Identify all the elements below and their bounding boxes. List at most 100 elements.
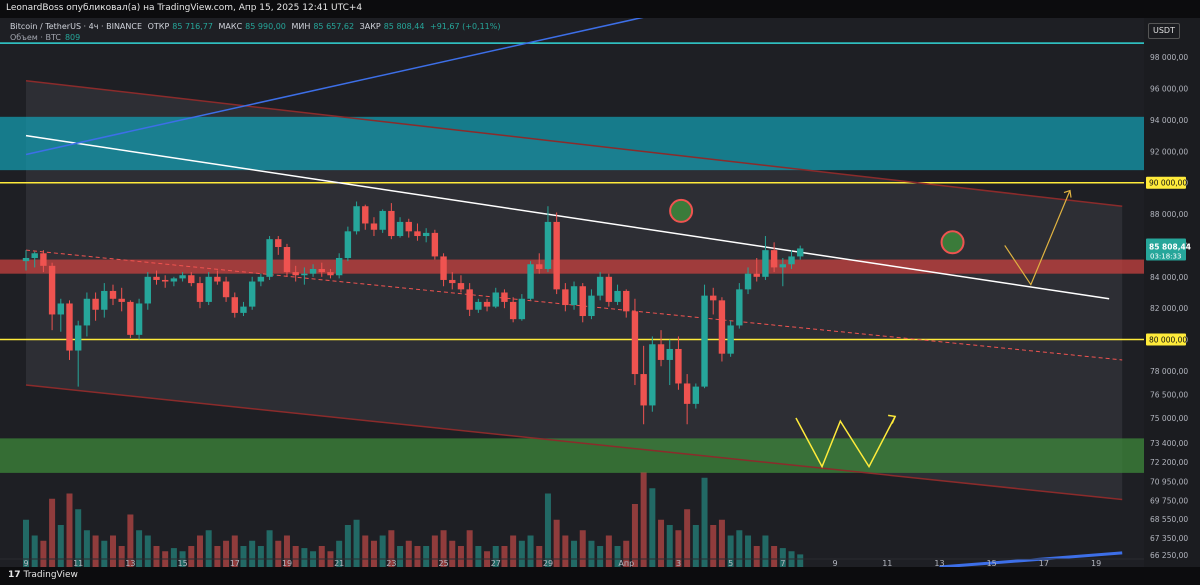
logo-mark: 17 xyxy=(8,570,21,580)
candle-body xyxy=(74,325,82,351)
volume-bar xyxy=(92,535,99,567)
candle-body xyxy=(31,253,38,258)
candle xyxy=(327,268,334,279)
candle xyxy=(623,289,630,318)
candle xyxy=(797,245,804,260)
volume-bar xyxy=(275,540,282,567)
volume-bar xyxy=(675,530,682,567)
volume-label[interactable]: Объем · BTC xyxy=(10,33,61,42)
high-label: МАКС xyxy=(218,22,243,31)
candle xyxy=(48,262,56,331)
volume-bar xyxy=(318,546,325,567)
volume-bar xyxy=(83,530,90,567)
candle xyxy=(266,236,273,280)
volume-bar xyxy=(223,540,230,567)
volume-bar xyxy=(362,535,369,567)
x-tick-label: 21 xyxy=(334,559,344,567)
candle-body xyxy=(422,232,430,237)
candle-body xyxy=(127,301,134,335)
volume-bar xyxy=(301,548,308,567)
y-tick-label: 76 500,00 xyxy=(1150,390,1188,399)
candle xyxy=(292,265,299,282)
y-tick-label: 78 000,00 xyxy=(1150,367,1188,376)
volume-bar xyxy=(579,530,586,567)
candle-body xyxy=(362,206,369,224)
candle-body xyxy=(492,292,499,307)
demand-zone xyxy=(0,438,1144,473)
candle-body xyxy=(623,290,630,312)
volume-bar xyxy=(49,498,56,567)
candle xyxy=(762,236,769,280)
candle xyxy=(483,298,491,312)
volume-bar xyxy=(797,554,804,567)
level-price-label: 80 000,00 xyxy=(1149,336,1187,345)
candle xyxy=(440,253,447,287)
volume-bar xyxy=(205,530,212,567)
highlight-circle xyxy=(940,230,965,255)
candle-body xyxy=(57,303,64,315)
candle xyxy=(727,320,734,357)
volume-bar xyxy=(153,546,160,567)
footer-bar: 17 TradingView xyxy=(0,567,1200,585)
candle-body xyxy=(744,273,752,290)
x-tick-label: 11 xyxy=(882,559,892,567)
y-tick-label: 94 000,00 xyxy=(1150,116,1188,125)
volume-bar xyxy=(423,546,430,567)
volume-bar xyxy=(692,525,699,567)
volume-bar xyxy=(727,535,734,567)
candle-body xyxy=(109,290,117,299)
candle xyxy=(101,283,108,318)
candle-body xyxy=(275,239,282,248)
volume-bar xyxy=(562,535,569,567)
price-chart[interactable]: 9 11 13 15 17 19 21 23 25 27 29 Апр 3 5 7 9 11 13 15 17 19 66… xyxy=(0,18,1200,567)
volume-bar xyxy=(101,540,108,567)
volume-bar xyxy=(449,540,456,567)
candle xyxy=(449,272,456,290)
w-pattern-arrowhead xyxy=(888,414,897,424)
volume-bar xyxy=(370,540,377,567)
red-dashed-line xyxy=(25,249,1123,361)
candle xyxy=(466,283,473,317)
candle xyxy=(596,272,604,301)
candle-body xyxy=(266,239,273,277)
candle-body xyxy=(631,311,639,375)
candle xyxy=(214,270,221,285)
candle xyxy=(283,243,291,277)
volume-bar xyxy=(527,535,534,567)
candle xyxy=(640,345,647,425)
candle-body xyxy=(710,295,717,301)
x-tick-label: 9 xyxy=(23,559,28,567)
candle-body xyxy=(518,298,526,320)
candle xyxy=(222,276,230,302)
candle-body xyxy=(570,286,578,306)
currency-button[interactable]: USDT xyxy=(1148,23,1180,39)
x-tick-label: 13 xyxy=(934,559,944,567)
x-tick-label: 19 xyxy=(282,559,292,567)
candle xyxy=(753,257,760,282)
volume-bar xyxy=(745,535,752,567)
candle-body xyxy=(640,374,647,406)
y-tick-label: 67 350,00 xyxy=(1150,534,1188,543)
y-tick-label: 88 000,00 xyxy=(1150,210,1188,219)
candle-body xyxy=(588,295,595,317)
candle-body xyxy=(727,325,734,354)
candle-body xyxy=(475,301,482,310)
x-tick-label: 17 xyxy=(230,559,240,567)
volume-bar xyxy=(666,525,673,567)
white-trendline-line xyxy=(25,134,1110,300)
candle xyxy=(588,289,595,320)
volume-bar xyxy=(170,548,177,567)
projection-arrowhead xyxy=(1063,189,1072,198)
symbol-name[interactable]: Bitcoin / TetherUS · 4ч · BINANCE xyxy=(10,22,143,31)
volume-bar xyxy=(536,546,543,567)
countdown-label: 03:18:33 xyxy=(1150,252,1181,260)
candle-body xyxy=(231,297,238,313)
x-tick-label: 25 xyxy=(439,559,449,567)
volume-bar xyxy=(31,535,38,567)
volume-bar xyxy=(388,530,395,567)
candle-body xyxy=(379,210,386,230)
publish-info: LeonardBoss опубликовал(а) на TradingVie… xyxy=(6,3,363,13)
candle-body xyxy=(248,281,256,307)
candle xyxy=(492,287,499,309)
tradingview-logo[interactable]: 17 TradingView xyxy=(8,570,78,580)
